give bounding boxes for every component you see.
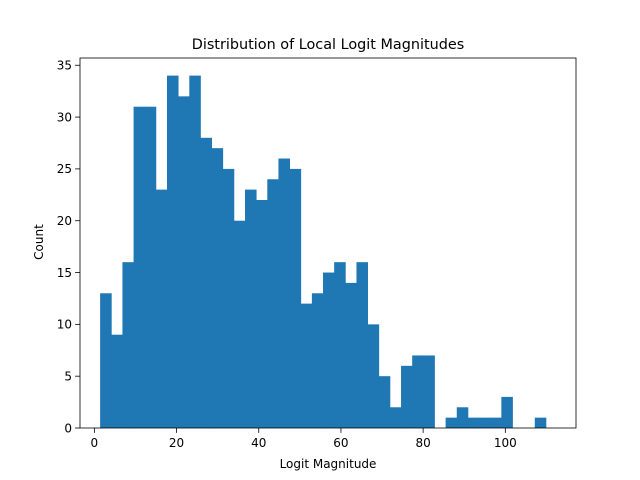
x-axis-label: Logit Magnitude (280, 457, 377, 471)
histogram-bar (300, 303, 313, 428)
histogram-bar (167, 75, 179, 429)
histogram-bar (378, 376, 391, 428)
histogram-bar (267, 179, 279, 428)
histogram-bar (222, 168, 235, 428)
histogram-bar (356, 262, 368, 428)
histogram-bar (323, 272, 335, 428)
x-tick-label: 60 (333, 436, 348, 450)
histogram-bar (456, 407, 469, 428)
x-tick-label: 80 (415, 436, 430, 450)
y-tick-label: 20 (57, 214, 72, 228)
histogram-bar (389, 407, 402, 428)
histogram-bar (479, 417, 491, 428)
histogram-bar (289, 168, 302, 428)
x-tick-label: 0 (91, 436, 99, 450)
plot-frame (79, 57, 577, 429)
axes-layer: 0 20 40 60 80 100 0 5 10 15 20 25 30 35 (57, 57, 577, 450)
chart-title: Distribution of Local Logit Magnitudes (192, 37, 465, 53)
histogram-bar (144, 106, 157, 429)
x-tick-label: 100 (494, 436, 517, 450)
y-tick-label: 30 (57, 110, 72, 124)
histogram-bar (423, 355, 435, 428)
histogram-bar (401, 365, 413, 428)
y-tick-label: 35 (57, 59, 72, 73)
histogram-bar (122, 262, 134, 428)
histogram-bar (211, 148, 224, 429)
histogram-bar (345, 282, 357, 428)
histogram-bar (200, 137, 212, 429)
histogram-bar (155, 189, 168, 428)
histogram-bar (412, 355, 424, 428)
x-tick-label: 40 (251, 436, 266, 450)
histogram-bar (245, 189, 257, 428)
histogram-bar (178, 96, 190, 428)
histogram-bar (534, 417, 547, 428)
histogram-bar (189, 75, 201, 429)
y-tick-label: 25 (57, 162, 72, 176)
y-tick-label: 5 (64, 369, 72, 383)
y-tick-label: 10 (57, 318, 72, 332)
y-tick-label: 0 (64, 421, 72, 435)
histogram-bar (133, 106, 146, 429)
histogram-bar (467, 417, 480, 428)
histogram-bar (501, 396, 513, 428)
y-axis-label: Count (32, 224, 46, 260)
x-tick-label: 20 (169, 436, 184, 450)
histogram-bar (256, 199, 268, 428)
histogram-bar (311, 293, 324, 428)
histogram-bar (233, 220, 246, 428)
histogram-bar (445, 417, 458, 428)
y-tick-label: 15 (57, 266, 72, 280)
bars-layer (100, 75, 547, 429)
histogram-bar (367, 324, 380, 428)
histogram-bar (278, 158, 290, 428)
histogram-bar (100, 293, 112, 428)
histogram-bar (490, 417, 502, 428)
histogram-bar (111, 334, 123, 428)
histogram-bar (334, 262, 346, 428)
